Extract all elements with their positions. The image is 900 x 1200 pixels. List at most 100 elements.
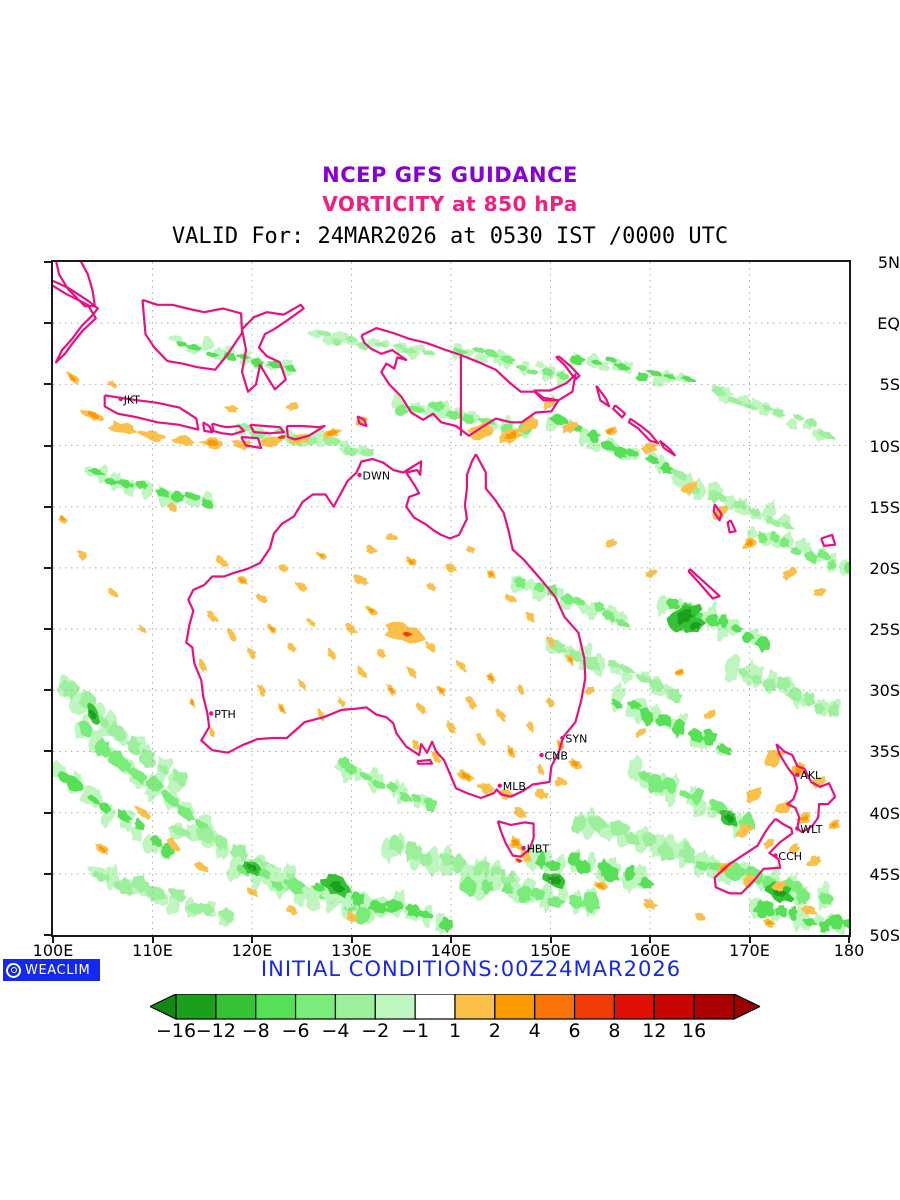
y-axis-tick — [44, 261, 51, 263]
vorticity-contour — [407, 405, 426, 414]
city-marker-pth[interactable] — [209, 711, 214, 716]
colorbar-tick-label: 2 — [488, 1020, 501, 1042]
vorticity-contour — [376, 648, 387, 659]
vorticity-contour — [549, 413, 569, 426]
vorticity-contour — [635, 371, 649, 382]
vorticity-contour — [138, 623, 147, 634]
y-axis-tick — [44, 628, 51, 631]
vorticity-contour — [546, 583, 558, 596]
vorticity-contour — [828, 914, 843, 930]
vorticity-contour — [107, 750, 132, 773]
vorticity-contour — [537, 763, 545, 776]
city-marker-akl[interactable] — [795, 772, 800, 777]
vorticity-contour — [365, 544, 379, 555]
vorticity-contour — [584, 686, 595, 695]
city-marker-cch[interactable] — [773, 853, 778, 858]
vorticity-contour — [117, 808, 133, 823]
vorticity-contour — [209, 727, 216, 738]
vorticity-contour — [714, 491, 728, 503]
vorticity-contour — [236, 422, 255, 433]
x-axis-tick-label: 110E — [132, 941, 173, 960]
coastline-path — [687, 568, 721, 600]
vorticity-contour — [545, 859, 561, 872]
vorticity-contour — [504, 593, 517, 603]
city-marker-wlt[interactable] — [795, 826, 800, 831]
coastline-path — [820, 533, 837, 547]
vorticity-contour — [610, 698, 623, 709]
vorticity-contour — [455, 659, 467, 673]
vorticity-contour — [562, 420, 578, 434]
x-axis-tick-label: 160E — [629, 941, 671, 960]
vorticity-contour — [800, 815, 809, 822]
vorticity-contour — [129, 875, 150, 893]
city-marker-mlb[interactable] — [497, 783, 502, 788]
vorticity-contour — [166, 837, 181, 852]
vorticity-contour — [412, 739, 421, 751]
vorticity-contour — [660, 777, 677, 794]
coastline-path — [712, 503, 723, 522]
vorticity-contour — [367, 608, 375, 614]
vorticity-contour — [601, 610, 615, 623]
vorticity-contour — [711, 385, 727, 397]
vorticity-contour — [806, 855, 822, 867]
vorticity-contour — [107, 420, 138, 435]
coastline-path — [211, 422, 246, 436]
vorticity-contour — [386, 780, 399, 793]
vorticity-contour — [460, 413, 476, 424]
vorticity-contour — [614, 362, 631, 371]
x-axis-tick-label: 150E — [530, 941, 571, 960]
vorticity-contour — [198, 658, 207, 673]
y-axis-tick-label: 5N — [877, 253, 900, 272]
vorticity-contour — [234, 354, 251, 360]
vorticity-contour — [467, 420, 494, 441]
colorbar-tick-label: −2 — [361, 1020, 390, 1042]
coastline-path — [141, 298, 244, 371]
vorticity-contour — [627, 699, 643, 711]
coastline-path — [713, 817, 794, 895]
city-marker-syn[interactable] — [560, 735, 565, 741]
vorticity-contour — [765, 920, 773, 925]
vorticity-contour — [508, 748, 514, 755]
city-marker-dwn[interactable] — [357, 472, 362, 478]
vorticity-contour — [817, 429, 837, 440]
map-plot-area[interactable]: JKT DWN PTH MLB CNB SYN HBT AKL WLT CCH — [51, 260, 851, 937]
vorticity-contour — [741, 658, 759, 687]
city-label-jkt: JKT — [123, 394, 141, 407]
vorticity-contour — [357, 665, 368, 679]
vorticity-contour — [547, 875, 562, 885]
vorticity-contour — [644, 369, 663, 377]
vorticity-contour — [717, 614, 729, 629]
city-marker-jkt[interactable] — [118, 396, 123, 402]
vorticity-contour — [534, 788, 550, 801]
vorticity-contour — [804, 417, 818, 428]
colorbar-tick-label: 16 — [682, 1020, 707, 1042]
vorticity-contour — [337, 696, 346, 708]
y-axis-tick — [44, 689, 51, 692]
vorticity-contour — [600, 440, 616, 451]
coastline-path — [416, 758, 434, 765]
vorticity-contour — [535, 849, 547, 871]
colorbar-extend-high — [733, 994, 760, 1020]
vorticity-contour — [804, 550, 819, 565]
vorticity-contour — [774, 904, 788, 918]
vorticity-contour — [184, 902, 203, 915]
vorticity-contour — [326, 430, 338, 436]
vorticity-contour — [130, 825, 143, 843]
x-axis-tick-label: 170E — [729, 941, 770, 960]
vorticity-contour — [814, 703, 825, 715]
vorticity-contour — [818, 892, 834, 906]
coastline-path — [55, 262, 96, 308]
vorticity-contour — [705, 613, 720, 627]
vorticity-contour — [87, 411, 100, 419]
vorticity-contour — [511, 839, 520, 846]
vorticity-contour — [671, 718, 685, 738]
x-axis-tick — [848, 936, 850, 943]
city-marker-hbt[interactable] — [521, 845, 526, 851]
colorbar-swatch — [613, 994, 655, 1020]
vorticity-contour — [285, 401, 299, 412]
vorticity-contour — [582, 892, 601, 914]
city-marker-cnb[interactable] — [539, 752, 544, 758]
vorticity-contour — [452, 347, 469, 354]
vorticity-contour — [762, 900, 775, 917]
vorticity-contour — [465, 695, 478, 710]
